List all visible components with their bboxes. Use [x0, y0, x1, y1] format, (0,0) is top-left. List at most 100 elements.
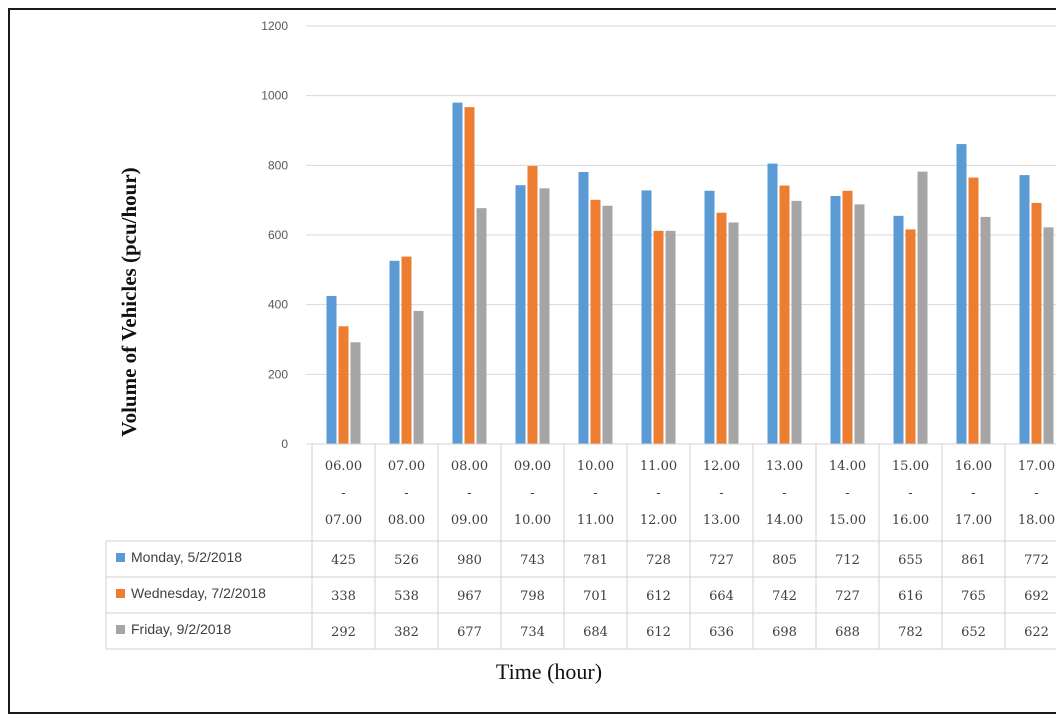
- legend-entry: Monday, 5/2/2018: [131, 549, 242, 565]
- x-tick-label: 18.00: [1018, 513, 1055, 528]
- x-tick-label: 15.00: [892, 459, 929, 474]
- legend-entry: Friday, 9/2/2018: [131, 621, 231, 637]
- data-label: 727: [835, 589, 860, 604]
- x-tick-label: -: [1034, 486, 1038, 501]
- bar: [893, 215, 904, 444]
- bar: [830, 195, 841, 444]
- x-tick-label: 11.00: [640, 459, 677, 474]
- x-tick-label: -: [845, 486, 849, 501]
- x-tick-label: 16.00: [955, 459, 992, 474]
- data-table: 06.00 - 07.00 07.00 - 08.00 08.00 - 09.00 09.00 - 1…: [105, 443, 1056, 650]
- x-tick-label: 10.00: [577, 459, 614, 474]
- data-label: 798: [520, 589, 545, 604]
- x-tick-label: 08.00: [451, 459, 488, 474]
- x-tick-label: 12.00: [640, 513, 677, 528]
- bar: [653, 230, 664, 444]
- x-tick-label: 07.00: [325, 513, 362, 528]
- data-label: 980: [457, 553, 482, 568]
- data-label: 684: [583, 625, 608, 640]
- bar: [716, 212, 727, 444]
- bar: [1019, 175, 1030, 444]
- y-tick-label: 1200: [261, 19, 288, 33]
- x-tick-label: -: [530, 486, 534, 501]
- chart-frame: 0 200 400 600 800 1000 1200 06.00-07.00 07.00-0…: [8, 8, 1056, 714]
- data-label: 292: [331, 625, 356, 640]
- x-tick-label: 12.00: [703, 459, 740, 474]
- bar: [905, 229, 916, 444]
- y-tick-label: 1000: [261, 89, 288, 103]
- bar: [413, 310, 424, 444]
- x-tick-label: -: [467, 486, 471, 501]
- x-tick-label: 16.00: [892, 513, 929, 528]
- y-axis-title: Volume of Vehicles (pcu/hour): [117, 167, 141, 436]
- x-tick-label: 10.00: [514, 513, 551, 528]
- x-tick-label: 17.00: [955, 513, 992, 528]
- data-label: 636: [709, 625, 734, 640]
- bar: [767, 163, 778, 444]
- data-label: 382: [394, 625, 419, 640]
- data-label: 727: [709, 553, 734, 568]
- data-label: 616: [898, 589, 923, 604]
- x-tick-label: 09.00: [451, 513, 488, 528]
- x-tick-label: 06.00: [325, 459, 362, 474]
- x-tick-label: -: [593, 486, 597, 501]
- bar: [956, 144, 967, 444]
- data-label: 622: [1024, 625, 1049, 640]
- bar: [842, 190, 853, 444]
- y-tick-label: 0: [281, 437, 288, 451]
- data-label: 861: [961, 553, 986, 568]
- x-tick-label: 17.00: [1018, 459, 1055, 474]
- data-label: 805: [772, 553, 797, 568]
- data-label: 612: [646, 589, 671, 604]
- y-tick-label: 800: [268, 158, 288, 172]
- data-label: 742: [772, 589, 797, 604]
- y-tick-label: 600: [268, 228, 288, 242]
- data-label: 655: [898, 553, 923, 568]
- bar: [464, 107, 475, 444]
- bar: [401, 256, 412, 444]
- data-label: 688: [835, 625, 860, 640]
- x-tick-label: 14.00: [829, 459, 866, 474]
- x-tick-label: -: [971, 486, 975, 501]
- bar: [665, 230, 676, 444]
- x-tick-label: 15.00: [829, 513, 866, 528]
- bar: [1043, 227, 1054, 444]
- bar: [350, 342, 361, 444]
- data-label: 425: [331, 553, 356, 568]
- bar: [968, 177, 979, 444]
- bar: [527, 166, 538, 444]
- x-tick-label: -: [719, 486, 723, 501]
- data-label: 765: [961, 589, 986, 604]
- bar: [476, 208, 487, 444]
- x-tick-label: 13.00: [703, 513, 740, 528]
- x-tick-label: -: [908, 486, 912, 501]
- legend-entry: Wednesday, 7/2/2018: [131, 585, 266, 601]
- data-label: 664: [709, 589, 734, 604]
- bar: [539, 188, 550, 444]
- bar: [704, 190, 715, 444]
- data-label: 652: [961, 625, 986, 640]
- bar: [338, 326, 349, 444]
- x-tick-label: 13.00: [766, 459, 803, 474]
- y-tick-label: 400: [268, 298, 288, 312]
- legend-swatch: [116, 589, 125, 598]
- bar: [641, 190, 652, 444]
- data-label: 967: [457, 589, 482, 604]
- y-tick-label: 200: [268, 367, 288, 381]
- data-label: 692: [1024, 589, 1049, 604]
- data-label: 677: [457, 625, 482, 640]
- bar: [791, 200, 802, 444]
- data-label: 772: [1024, 553, 1049, 568]
- bar: [728, 222, 739, 444]
- bar: [854, 204, 865, 444]
- data-label: 734: [520, 625, 545, 640]
- legend-swatch: [116, 625, 125, 634]
- bar: [779, 185, 790, 444]
- x-tick-label: 09.00: [514, 459, 551, 474]
- legend-swatch: [116, 553, 125, 562]
- x-tick-label: -: [782, 486, 786, 501]
- data-label: 338: [331, 589, 356, 604]
- bar: [980, 216, 991, 444]
- bar: [578, 171, 589, 444]
